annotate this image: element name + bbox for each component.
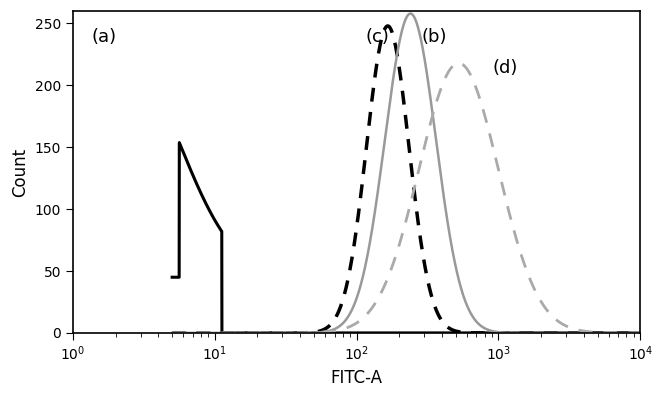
Text: (a): (a) bbox=[92, 28, 117, 46]
X-axis label: FITC-A: FITC-A bbox=[331, 369, 382, 387]
Text: (b): (b) bbox=[422, 28, 448, 46]
Text: (c): (c) bbox=[366, 28, 390, 46]
Text: (d): (d) bbox=[493, 59, 518, 77]
Y-axis label: Count: Count bbox=[11, 147, 29, 197]
